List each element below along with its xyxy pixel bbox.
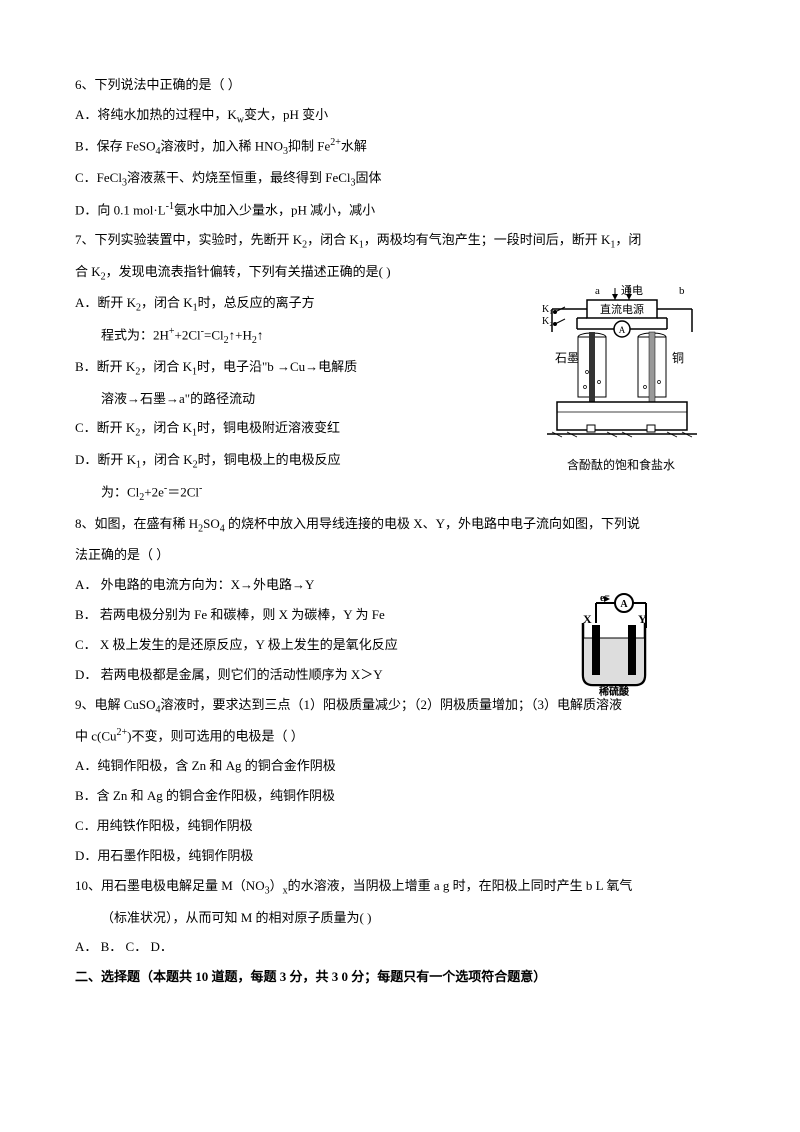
q7-option-d1: D．断开 K1，闭合 K2时，铜电极上的电极反应 (75, 445, 505, 477)
q7-option-a1: A．断开 K2，闭合 K1时，总反应的离子方 (75, 288, 505, 320)
k1-label: K₁ (542, 304, 553, 315)
q10-stem: 10、用石墨电极电解足量 M（NO3）x的水溶液，当阴极上增重 a g 时，在阳… (75, 871, 725, 903)
q6-option-a: A．将纯水加热的过程中，Kw变大，pH 变小 (75, 100, 725, 132)
q10-stem-cont: （标准状况），从而可知 M 的相对原子质量为( ) (75, 903, 725, 933)
b-label: b (679, 285, 685, 297)
q7-option-b2: 溶液→石墨→a"的路径流动 (75, 384, 505, 414)
a-label: a (595, 285, 600, 297)
q7-option-c: C．断开 K2，闭合 K1时，铜电极附近溶液变红 (75, 413, 505, 445)
ammeter-a: A (619, 325, 626, 335)
tongdian-label: 通电 (621, 284, 643, 297)
q8-option-c: C． X 极上发生的是还原反应，Y 极上发生的是氧化反应 (75, 630, 575, 660)
q7-option-d2: 为：Cl2+2e-＝2Cl- (75, 477, 505, 509)
q6-option-d: D．向 0.1 mol·L-1氨水中加入少量水，pH 减小，减小 (75, 195, 725, 225)
power-label: 直流电源 (600, 302, 644, 316)
q6-option-c: C．FeCl3溶液蒸干、灼烧至恒重，最终得到 FeCl3固体 (75, 163, 725, 195)
q8-option-a: A． 外电路的电流方向为：X→外电路→Y (75, 570, 575, 600)
q7-stem: 7、下列实验装置中，实验时，先断开 K2，闭合 K1，两极均有气泡产生；一段时间… (75, 225, 725, 257)
acid-label: 稀硫酸 (599, 685, 630, 698)
ammeter-label: A (620, 599, 628, 610)
q7-option-a2: 程式为：2H++2Cl-=Cl2↑+H2↑ (75, 320, 505, 352)
q8-option-b: B． 若两电极分别为 Fe 和碳棒，则 X 为碳棒，Y 为 Fe (75, 600, 575, 630)
electrolysis-diagram: 直流电源 通电 a b A K₁ K₂ 石墨 (537, 282, 705, 447)
q9-option-b: B．含 Zn 和 Ag 的铜合金作阳极，纯铜作阴极 (75, 781, 725, 811)
tong-label: 铜 (672, 350, 684, 365)
section2-heading: 二、选择题（本题共 10 道题，每题 3 分，共 3 0 分；每题只有一个选项符… (75, 962, 725, 992)
q8-option-d: D． 若两电极都是金属，则它们的活动性顺序为 X＞Y (75, 660, 575, 690)
q9-option-a: A．纯铜作阳极，含 Zn 和 Ag 的铜合金作阴极 (75, 751, 725, 781)
q6-stem: 6、下列说法中正确的是（ ） (75, 70, 725, 100)
q7-option-b1: B．断开 K2，闭合 K1时，电子沿"b →Cu→电解质 (75, 352, 505, 384)
q8-stem: 8、如图，在盛有稀 H2SO4 的烧杯中放入用导线连接的电极 X、Y，外电路中电… (75, 509, 725, 541)
q9-option-d: D．用石墨作阳极，纯铜作阴极 (75, 841, 725, 871)
electrolysis-diagram-caption: 含酚酞的饱和食盐水 (537, 452, 705, 480)
q8-stem-cont: 法正确的是（ ） (75, 540, 725, 570)
x-label: X (583, 612, 592, 626)
q10-options: A． B． C． D． (75, 932, 725, 962)
y-label: Y (638, 612, 647, 626)
q6-option-b: B．保存 FeSO4溶液时，加入稀 HNO3抑制 Fe2+水解 (75, 131, 725, 163)
galvanic-cell-diagram: A e⁻ X Y 稀硫酸 (568, 593, 660, 698)
k2-label: K₂ (542, 316, 553, 327)
q9-stem-cont: 中 c(Cu2+)不变，则可选用的电极是（ ） (75, 721, 725, 751)
shimo-label: 石墨 (555, 351, 579, 365)
q9-option-c: C．用纯铁作阳极，纯铜作阴极 (75, 811, 725, 841)
